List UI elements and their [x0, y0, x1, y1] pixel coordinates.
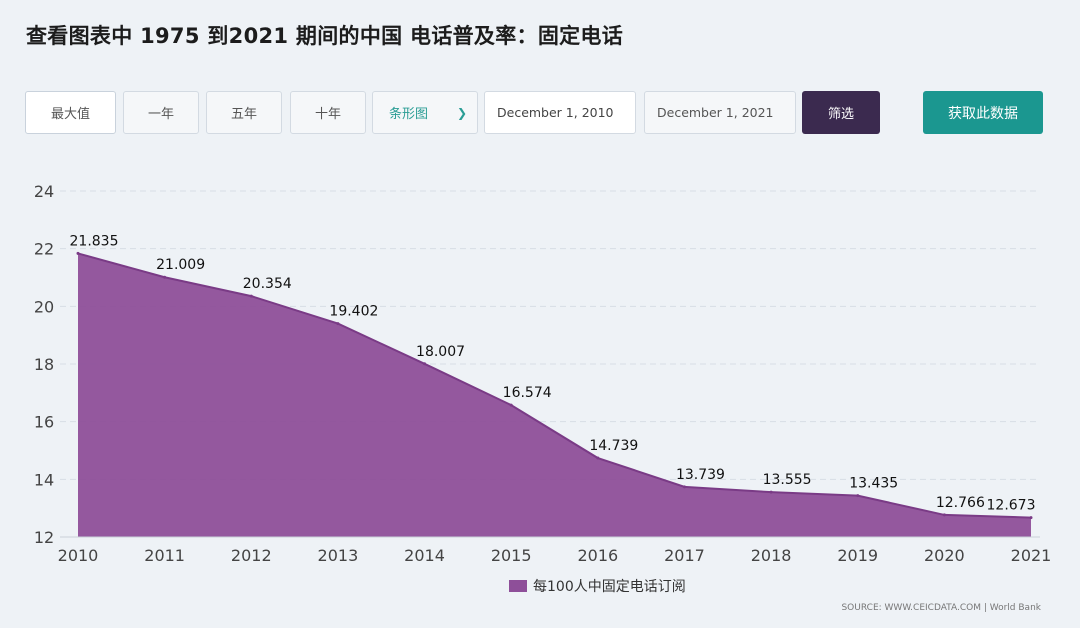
date-from-input[interactable]: December 1, 2010 [484, 91, 636, 134]
data-label: 13.435 [849, 476, 898, 492]
data-point [682, 485, 686, 489]
y-tick-label: 12 [34, 528, 54, 547]
data-point [163, 275, 167, 279]
y-tick-label: 14 [34, 470, 54, 489]
source-note: SOURCE: WWW.CEICDATA.COM | World Bank [841, 603, 1041, 613]
y-tick-label: 18 [34, 355, 54, 374]
ten-year-button[interactable]: 十年 [290, 91, 366, 134]
chart-area: 12 14 16 18 20 22 24 21.835 21.009 20.354 19.402 18… [0, 160, 1080, 624]
data-label: 18.007 [416, 344, 465, 360]
data-point [596, 456, 600, 460]
date-to-input[interactable]: December 1, 2021 [644, 91, 796, 134]
one-year-button[interactable]: 一年 [123, 91, 199, 134]
y-tick-label: 20 [34, 297, 54, 316]
legend-label: 每100人中固定电话订阅 [533, 579, 686, 595]
chevron-down-icon: ❯ [456, 105, 467, 120]
data-point [1029, 516, 1033, 520]
y-tick-label: 24 [34, 182, 54, 201]
data-point [856, 494, 860, 498]
x-tick-label: 2019 [837, 546, 878, 565]
data-point [76, 251, 80, 255]
x-tick-label: 2017 [664, 546, 705, 565]
y-tick-label: 16 [34, 413, 54, 432]
x-tick-label: 2021 [1011, 546, 1052, 565]
x-tick-label: 2013 [318, 546, 359, 565]
x-tick-label: 2012 [231, 546, 272, 565]
data-point [423, 362, 427, 366]
x-tick-label: 2018 [751, 546, 792, 565]
toolbar: 最大值 一年 五年 十年 条形图 ❯ December 1, 2010 Dece… [0, 0, 1080, 140]
filter-button[interactable]: 筛选 [802, 91, 880, 134]
data-point [942, 513, 946, 517]
data-label: 16.574 [503, 385, 552, 401]
data-label: 20.354 [243, 276, 292, 292]
data-point [336, 322, 340, 326]
x-tick-label: 2015 [491, 546, 532, 565]
data-label: 19.402 [329, 304, 378, 320]
chart-type-label: 条形图 [389, 107, 429, 122]
data-label: 13.739 [676, 467, 725, 483]
data-point [769, 490, 773, 494]
data-label: 12.766 [936, 495, 985, 511]
data-label: 14.739 [589, 438, 638, 454]
page-title: 查看图表中 1975 到2021 期间的中国 电话普及率：固定电话 [26, 24, 624, 48]
chart-type-select[interactable]: 条形图 ❯ [372, 91, 478, 134]
x-tick-label: 2016 [577, 546, 618, 565]
get-data-button[interactable]: 获取此数据 [923, 91, 1043, 134]
legend-swatch [509, 580, 527, 592]
data-label: 12.673 [987, 498, 1036, 514]
data-label: 21.835 [70, 233, 119, 249]
data-point [249, 294, 253, 298]
data-point [509, 403, 513, 407]
data-label: 13.555 [763, 472, 812, 488]
data-label: 21.009 [156, 257, 205, 273]
area-chart: 12 14 16 18 20 22 24 21.835 21.009 20.354 19.402 18… [34, 182, 1052, 595]
x-tick-label: 2011 [144, 546, 185, 565]
series-line [77, 252, 1032, 519]
five-year-button[interactable]: 五年 [206, 91, 282, 134]
series-area [78, 253, 1031, 537]
x-tick-label: 2020 [924, 546, 965, 565]
x-tick-label: 2010 [58, 546, 99, 565]
y-tick-label: 22 [34, 240, 54, 259]
x-tick-label: 2014 [404, 546, 445, 565]
max-range-button[interactable]: 最大值 [25, 91, 116, 134]
